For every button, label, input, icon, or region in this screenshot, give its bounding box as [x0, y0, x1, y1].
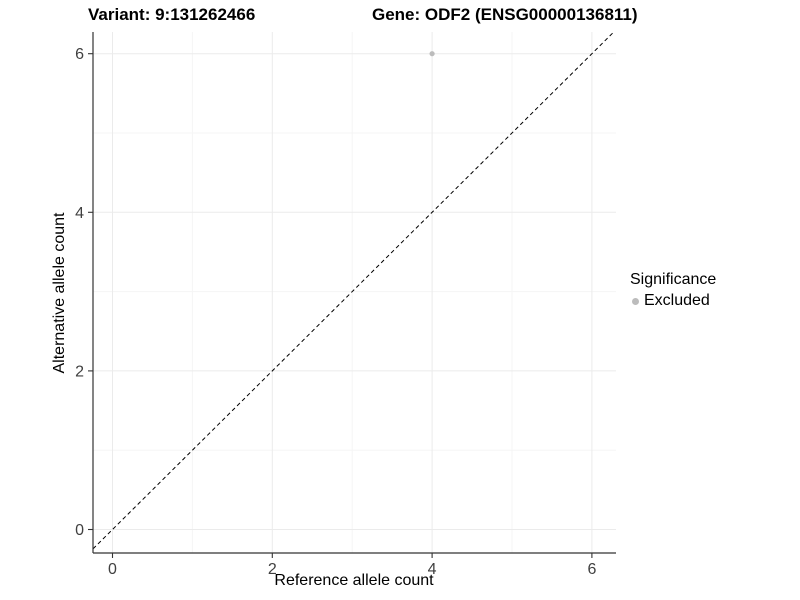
y-tick-label: 2: [75, 363, 84, 380]
x-axis-title: Reference allele count: [274, 572, 434, 589]
legend-title: Significance: [630, 271, 717, 288]
plot-title-gene: Gene: ODF2 (ENSG00000136811): [372, 5, 638, 24]
y-tick-label: 4: [75, 205, 84, 222]
x-tick-label: 2: [268, 561, 277, 578]
plot-title-variant: Variant: 9:131262466: [88, 5, 256, 24]
identity-dashed-line: [92, 31, 615, 550]
x-tick-label: 0: [108, 561, 117, 578]
excluded-point-icon: [632, 297, 639, 305]
y-tick-label: 0: [75, 522, 84, 539]
data-point: [429, 51, 435, 57]
legend-item-label: Excluded: [644, 292, 710, 309]
legend-item: Excluded: [630, 292, 716, 310]
x-tick-label: 6: [587, 561, 596, 578]
y-tick-label: 6: [75, 46, 84, 63]
y-axis-title: Alternative allele count: [51, 212, 68, 374]
legend: Significance Excluded: [630, 271, 716, 310]
x-tick-label: 4: [428, 561, 437, 578]
